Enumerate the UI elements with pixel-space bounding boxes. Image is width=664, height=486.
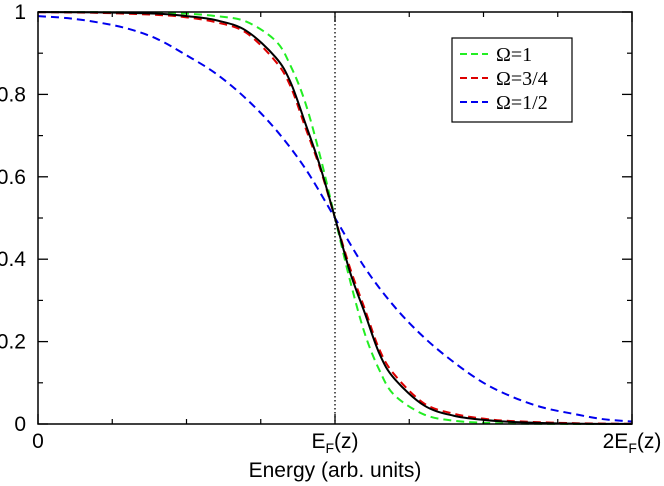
y-tick-label: 0.2 [0,331,26,354]
x-tick-label: 2EF(z) [603,430,662,456]
y-tick-label: 0.6 [0,166,26,189]
series-line-reference [37,11,633,425]
legend-box [451,37,573,123]
x-axis-title: Energy (arb. units) [249,459,422,482]
x-tick-label: EF(z) [311,430,358,456]
y-tick-label: 0.4 [0,248,26,271]
y-tick-label: 1 [14,1,26,24]
x-tick-label: 0 [32,430,44,453]
legend-label: Ω=1/2 [496,92,548,114]
legend-label: Ω=3/4 [496,68,548,90]
y-tick-label: 0.8 [0,83,26,106]
y-tick-label: 0 [14,413,26,436]
legend-label: Ω=1 [496,44,532,66]
